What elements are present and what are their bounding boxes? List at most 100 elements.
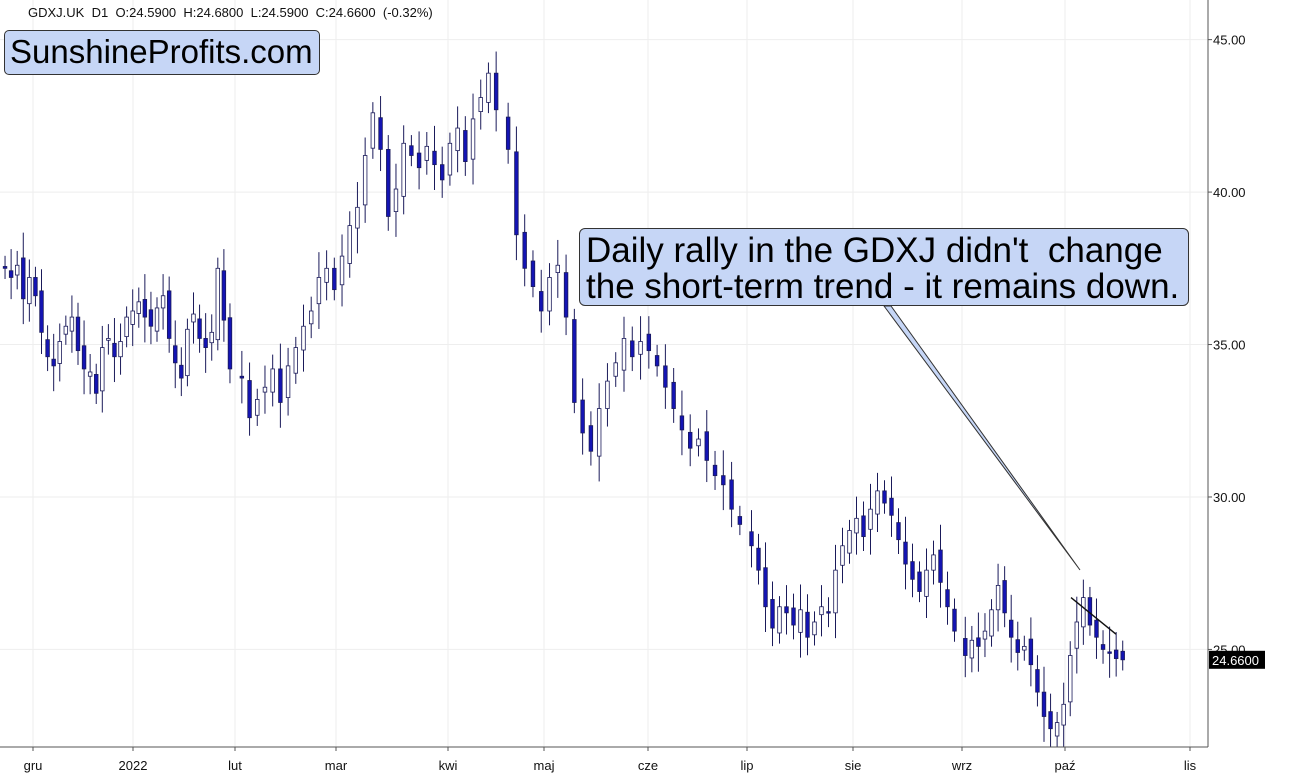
x-tick-label: wrz [951, 758, 972, 773]
last-price-badge [1209, 650, 1265, 669]
candle [1113, 632, 1119, 677]
trend-line [883, 305, 1117, 635]
candle-body [840, 545, 845, 566]
candle-body [154, 307, 160, 332]
candle-body [924, 569, 929, 597]
candle [969, 625, 975, 673]
candle-body [100, 347, 105, 392]
annotation-line-1: Daily rally in the GDXJ didn't change [586, 231, 1163, 270]
candle [861, 501, 866, 551]
candle-body [763, 567, 768, 608]
candle-body [784, 606, 789, 614]
candle-body [227, 317, 233, 370]
candle [514, 126, 519, 261]
candle [938, 524, 943, 608]
candle-body [332, 267, 337, 291]
candle [889, 476, 894, 537]
candle-body [833, 569, 838, 614]
candle-body [355, 206, 360, 229]
candle-body [301, 325, 306, 351]
candle [8, 249, 14, 300]
candle-body [1100, 644, 1106, 650]
candle [493, 51, 499, 132]
candle [215, 257, 221, 351]
candle-body [470, 118, 476, 160]
candle-body [663, 365, 668, 388]
candle-body [27, 277, 32, 305]
timeframe-label: D1 [91, 5, 109, 20]
candle [826, 597, 831, 628]
candle-body [688, 431, 693, 449]
callout-pointer [883, 305, 1081, 571]
candle [1054, 711, 1060, 747]
candle [362, 137, 368, 223]
candle-body [1068, 655, 1073, 703]
candle-body [8, 270, 14, 278]
candle [605, 363, 610, 427]
candle [547, 263, 552, 326]
x-tick-label: cze [638, 758, 658, 773]
candle [654, 344, 660, 377]
candle [94, 363, 99, 404]
candle-body [572, 319, 577, 403]
candle [185, 318, 190, 387]
candle-body [1009, 619, 1014, 638]
candle-body [638, 341, 643, 355]
candle-body [112, 342, 117, 358]
candle [386, 135, 391, 231]
candle-body [875, 490, 880, 515]
candle [995, 563, 1001, 632]
candle [270, 354, 275, 407]
candle [1002, 566, 1007, 628]
candle [976, 612, 981, 672]
downtrend-line [1070, 597, 1117, 635]
candle-body [530, 260, 536, 288]
candle [45, 325, 50, 372]
candle-body [75, 316, 81, 352]
candle [463, 116, 468, 176]
candle-body [654, 355, 660, 367]
candle [1068, 641, 1073, 717]
y-tick-label: 40.00 [1213, 185, 1246, 200]
x-tick-label: maj [534, 758, 555, 773]
x-tick-label: gru [24, 758, 43, 773]
candle-body [1041, 691, 1047, 717]
candle [910, 543, 915, 598]
y-tick-label: 45.00 [1213, 33, 1246, 48]
candle-body [362, 155, 368, 206]
candle [370, 102, 376, 159]
candle [148, 291, 154, 345]
candle-body [2, 266, 8, 269]
candle-body [938, 549, 943, 583]
candle [756, 533, 761, 585]
candle-body [173, 345, 178, 364]
candle [221, 249, 227, 342]
x-tick-label: lut [228, 758, 242, 773]
candle-body [14, 264, 20, 276]
candle-body [679, 415, 685, 431]
candle-body [409, 145, 414, 156]
candle-body [69, 316, 75, 332]
brand-badge: SunshineProfits.com [4, 30, 320, 75]
candle [81, 320, 87, 395]
candle-body [704, 431, 709, 461]
candle-body [94, 374, 99, 394]
candle [130, 289, 135, 347]
candle [478, 79, 483, 130]
candle [486, 62, 491, 114]
candle-body [989, 609, 994, 637]
candle [455, 106, 460, 173]
candle [1015, 621, 1020, 671]
candle [505, 102, 511, 164]
candle [805, 594, 810, 656]
candle [896, 508, 901, 554]
candle [555, 239, 560, 298]
candle-body [378, 117, 383, 150]
candle-body [39, 290, 44, 333]
candle [539, 269, 544, 333]
candle [621, 316, 627, 392]
candle-body [1061, 703, 1066, 726]
candle [136, 287, 141, 328]
candle [27, 259, 32, 322]
